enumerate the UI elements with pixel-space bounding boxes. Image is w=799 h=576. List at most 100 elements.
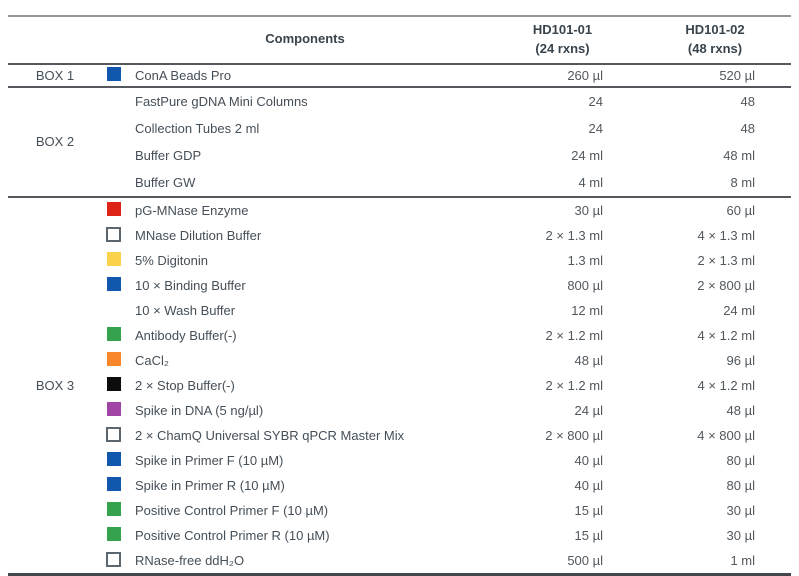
table-row: 10 × Binding Buffer 800 µl 2 × 800 µl bbox=[8, 273, 791, 298]
blue-square-icon bbox=[107, 67, 121, 82]
section-box-2: BOX 2 FastPure gDNA Mini Columns 24 48 C… bbox=[8, 86, 791, 197]
qty-24rxns: 2 × 1.2 ml bbox=[545, 327, 603, 343]
qty-24rxns: 48 µl bbox=[574, 352, 603, 368]
table-header: Components HD101-01 (24 rxns) HD101-02 (… bbox=[8, 16, 791, 64]
qty-24rxns: 2 × 800 µl bbox=[545, 427, 603, 443]
qty-24rxns: 800 µl bbox=[567, 277, 603, 293]
swatch-cell bbox=[80, 398, 124, 423]
component-name: Collection Tubes 2 ml bbox=[135, 120, 260, 136]
component-name: ConA Beads Pro bbox=[135, 67, 232, 83]
component-name: Spike in Primer F (10 µM) bbox=[135, 452, 284, 468]
table-row: MNase Dilution Buffer 2 × 1.3 ml 4 × 1.3… bbox=[8, 223, 791, 248]
qty-48rxns: 96 µl bbox=[726, 352, 755, 368]
qty-48rxns: 8 ml bbox=[730, 174, 755, 190]
swatch-cell bbox=[80, 448, 124, 473]
swatch-cell bbox=[80, 223, 124, 248]
qty-48rxns: 48 ml bbox=[723, 147, 755, 163]
qty-48rxns: 4 × 1.2 ml bbox=[697, 327, 755, 343]
qty-24rxns: 2 × 1.2 ml bbox=[545, 377, 603, 393]
header-spacer bbox=[8, 16, 124, 64]
table-row: BOX 3 pG-MNase Enzyme 30 µl 60 µl bbox=[8, 197, 791, 393]
blue-square-icon bbox=[107, 452, 121, 467]
qty-48rxns: 80 µl bbox=[726, 477, 755, 493]
white-square-icon bbox=[106, 226, 121, 242]
component-name: 5% Digitonin bbox=[135, 252, 208, 268]
swatch-cell bbox=[80, 473, 124, 498]
swatch-cell bbox=[80, 273, 124, 298]
component-name: Buffer GW bbox=[135, 174, 196, 190]
component-name: Positive Control Primer F (10 µM) bbox=[135, 502, 329, 518]
component-name: Positive Control Primer R (10 µM) bbox=[135, 527, 330, 543]
qty-48rxns: 48 bbox=[740, 120, 755, 136]
qty-24rxns: 15 µl bbox=[574, 527, 603, 543]
qty-48rxns: 4 × 1.3 ml bbox=[697, 227, 755, 243]
swatch-cell bbox=[80, 523, 124, 548]
green-square-icon bbox=[107, 527, 121, 542]
column-header-hd101-01: HD101-01 (24 rxns) bbox=[486, 16, 639, 64]
component-name: 2 × Stop Buffer(-) bbox=[135, 377, 235, 393]
table-row: BOX 2 FastPure gDNA Mini Columns 24 48 bbox=[8, 87, 791, 150]
qty-24rxns: 15 µl bbox=[574, 502, 603, 518]
qty-48rxns: 30 µl bbox=[726, 502, 755, 518]
green-square-icon bbox=[107, 327, 121, 342]
qty-48rxns: 2 × 800 µl bbox=[697, 277, 755, 293]
orange-square-icon bbox=[107, 352, 121, 367]
component-name: pG-MNase Enzyme bbox=[135, 202, 249, 218]
qty-24rxns: 24 bbox=[588, 93, 603, 109]
component-name: MNase Dilution Buffer bbox=[135, 227, 262, 243]
reaction-count-1: (24 rxns) bbox=[535, 40, 590, 56]
qty-24rxns: 40 µl bbox=[574, 477, 603, 493]
qty-24rxns: 12 ml bbox=[571, 302, 603, 318]
qty-48rxns: 30 µl bbox=[726, 527, 755, 543]
component-name: RNase-free ddH₂O bbox=[135, 552, 245, 568]
qty-24rxns: 1.3 ml bbox=[567, 252, 603, 268]
swatch-cell bbox=[80, 298, 124, 323]
green-square-icon bbox=[107, 502, 121, 517]
box-label: BOX 2 bbox=[35, 134, 75, 150]
swatch-cell bbox=[80, 248, 124, 273]
qty-48rxns: 48 µl bbox=[726, 402, 755, 418]
table-row: Buffer GDP 24 ml 48 ml bbox=[8, 142, 791, 169]
qty-24rxns: 40 µl bbox=[574, 452, 603, 468]
table-row: 10 × Wash Buffer 12 ml 24 ml bbox=[8, 298, 791, 323]
qty-24rxns: 4 ml bbox=[578, 174, 603, 190]
qty-48rxns: 80 µl bbox=[726, 452, 755, 468]
swatch-cell bbox=[80, 548, 124, 575]
qty-48rxns: 4 × 800 µl bbox=[697, 427, 755, 443]
component-name: 10 × Wash Buffer bbox=[135, 302, 236, 318]
swatch-cell bbox=[80, 142, 124, 169]
reaction-count-2: (48 rxns) bbox=[687, 40, 743, 56]
blue-square-icon bbox=[107, 477, 121, 492]
table-row: RNase-free ddH₂O 500 µl 1 ml bbox=[8, 548, 791, 575]
component-name: 2 × ChamQ Universal SYBR qPCR Master Mix bbox=[135, 427, 405, 443]
swatch-cell bbox=[80, 423, 124, 448]
qty-48rxns: 4 × 1.2 ml bbox=[697, 377, 755, 393]
qty-24rxns: 260 µl bbox=[567, 67, 603, 83]
swatch-cell bbox=[80, 348, 124, 373]
blue-square-icon bbox=[107, 277, 121, 292]
section-box-3: BOX 3 pG-MNase Enzyme 30 µl 60 µl MNase … bbox=[8, 196, 791, 575]
swatch-cell bbox=[80, 197, 124, 223]
yellow-square-icon bbox=[107, 252, 121, 267]
swatch-cell bbox=[80, 373, 124, 398]
column-header-components: Components bbox=[265, 31, 345, 47]
qty-48rxns: 2 × 1.3 ml bbox=[697, 252, 755, 268]
qty-24rxns: 24 bbox=[588, 120, 603, 136]
purple-square-icon bbox=[107, 402, 121, 417]
swatch-cell bbox=[80, 323, 124, 348]
qty-48rxns: 48 bbox=[740, 93, 755, 109]
qty-24rxns: 24 µl bbox=[574, 402, 603, 418]
swatch-cell bbox=[80, 498, 124, 523]
component-name: 10 × Binding Buffer bbox=[135, 277, 246, 293]
component-name: FastPure gDNA Mini Columns bbox=[135, 93, 308, 109]
table-row: Collection Tubes 2 ml 24 48 bbox=[8, 115, 791, 142]
qty-48rxns: 1 ml bbox=[730, 552, 755, 568]
table-row: CaCl₂ 48 µl 96 µl bbox=[8, 348, 791, 373]
component-name: Buffer GDP bbox=[135, 147, 202, 163]
table-row: BOX 1 ConA Beads Pro 260 µl 520 µl bbox=[8, 64, 791, 87]
qty-24rxns: 30 µl bbox=[574, 202, 603, 218]
qty-48rxns: 24 ml bbox=[723, 302, 755, 318]
qty-24rxns: 2 × 1.3 ml bbox=[545, 227, 603, 243]
swatch-cell bbox=[80, 87, 124, 115]
